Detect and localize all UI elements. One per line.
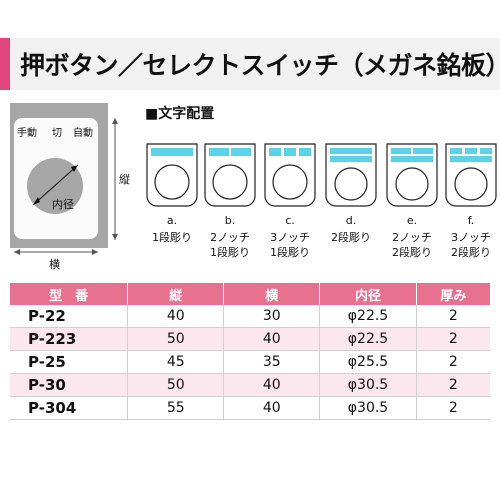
variant-line1: 3ノッチ — [270, 231, 310, 244]
cell-inner-diameter: φ30.5 — [319, 373, 417, 397]
variant-line1: 3ノッチ — [451, 231, 491, 244]
layout-section-title: ■文字配置 — [145, 106, 215, 122]
plate-label-auto: 自動 — [73, 128, 93, 139]
cell-inner-diameter: φ22.5 — [319, 327, 417, 351]
variant-d-plate — [325, 143, 377, 207]
plate-dimension-lines — [14, 118, 118, 255]
variant-line1: 2段彫り — [331, 231, 371, 244]
variant-letter: a. — [166, 214, 178, 227]
cell-thickness: 2 — [415, 350, 490, 374]
variant-f-plate — [445, 143, 497, 207]
cell-height: 55 — [127, 396, 224, 420]
col-header-width: 横 — [223, 283, 320, 305]
variant-b-plate — [204, 143, 256, 207]
cell-thickness: 2 — [415, 305, 490, 328]
variant-line2: 1段彫り — [210, 246, 250, 259]
spec-table: 型 番 縦 横 内径 厚み P-22 40 30 φ22.5 2 P-223 5… — [10, 283, 490, 420]
variant-line1: 2ノッチ — [392, 231, 432, 244]
cell-width: 35 — [223, 350, 320, 374]
variant-line2: 2段彫り — [451, 246, 491, 259]
cell-inner-diameter: φ22.5 — [319, 305, 417, 328]
variant-c: c. 3ノッチ 1段彫り — [261, 140, 319, 259]
cell-model: P-304 — [10, 396, 128, 420]
col-header-height: 縦 — [127, 283, 224, 305]
variant-c-plate — [264, 143, 316, 207]
table-row: P-25 45 35 φ25.5 2 — [10, 350, 490, 374]
table-row: P-304 55 40 φ30.5 2 — [10, 396, 490, 420]
variant-line1: 2ノッチ — [210, 231, 250, 244]
cell-height: 45 — [127, 350, 224, 374]
variant-letter: f. — [467, 214, 475, 227]
width-label: 横 — [49, 258, 60, 271]
variant-a-plate — [146, 143, 198, 207]
cell-width: 40 — [223, 373, 320, 397]
table-row: P-22 40 30 φ22.5 2 — [10, 305, 490, 328]
cell-thickness: 2 — [415, 396, 490, 420]
page-header: 押ボタン／セレクトスイッチ（メガネ銘板） — [0, 38, 500, 90]
variant-a: a. 1段彫り — [143, 140, 201, 244]
cell-model: P-223 — [10, 327, 128, 351]
cell-width: 30 — [223, 305, 320, 328]
cell-thickness: 2 — [415, 373, 490, 397]
table-row: P-223 50 40 φ22.5 2 — [10, 327, 490, 351]
cell-thickness: 2 — [415, 327, 490, 351]
cell-height: 40 — [127, 305, 224, 328]
table-header-row: 型 番 縦 横 内径 厚み — [10, 283, 490, 305]
cell-model: P-22 — [10, 305, 128, 328]
variant-e-plate — [386, 143, 438, 207]
cell-width: 40 — [223, 396, 320, 420]
variant-letter: e. — [406, 214, 418, 227]
variant-line2: 2段彫り — [392, 246, 432, 259]
variant-letter: b. — [224, 214, 236, 227]
col-header-model: 型 番 — [10, 283, 128, 305]
variant-letter: d. — [345, 214, 357, 227]
cell-model: P-30 — [10, 373, 128, 397]
cell-inner-diameter: φ25.5 — [319, 350, 417, 374]
page-title: 押ボタン／セレクトスイッチ（メガネ銘板） — [20, 51, 500, 80]
variant-d: d. 2段彫り — [322, 140, 380, 244]
height-label: 縦 — [119, 173, 130, 186]
cell-height: 50 — [127, 327, 224, 351]
col-header-inner-diameter: 内径 — [319, 283, 417, 305]
col-header-thickness: 厚み — [415, 283, 490, 305]
variant-e: e. 2ノッチ 2段彫り — [383, 140, 441, 259]
cell-width: 40 — [223, 327, 320, 351]
table-row: P-30 50 40 φ30.5 2 — [10, 373, 490, 397]
plate-label-off: 切 — [52, 128, 62, 139]
cell-model: P-25 — [10, 350, 128, 374]
plate-label-manual: 手動 — [17, 128, 37, 139]
variant-letter: c. — [285, 214, 295, 227]
header-accent-bar — [0, 38, 10, 90]
variant-line1: 1段彫り — [152, 231, 192, 244]
variant-f: f. 3ノッチ 2段彫り — [442, 140, 500, 259]
cell-inner-diameter: φ30.5 — [319, 396, 417, 420]
variant-line2: 1段彫り — [270, 246, 310, 259]
cell-height: 50 — [127, 373, 224, 397]
variant-b: b. 2ノッチ 1段彫り — [201, 140, 259, 259]
inner-diameter-label: 内径 — [52, 198, 74, 211]
